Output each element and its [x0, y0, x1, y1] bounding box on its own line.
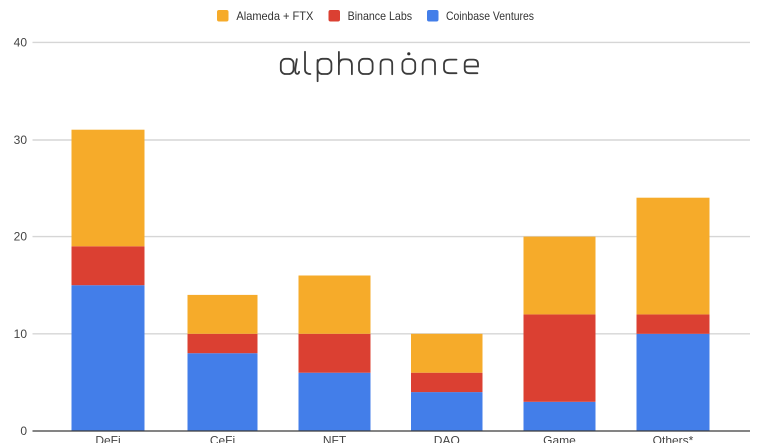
svg-text:NFT: NFT: [323, 433, 347, 443]
svg-text:Binance Labs: Binance Labs: [348, 9, 413, 23]
svg-text:Alameda + FTX: Alameda + FTX: [236, 9, 313, 23]
svg-text:DAO: DAO: [434, 433, 460, 443]
svg-text:0: 0: [20, 424, 27, 438]
svg-text:10: 10: [14, 327, 28, 341]
svg-text:20: 20: [14, 230, 28, 244]
svg-text:40: 40: [14, 36, 28, 50]
svg-text:30: 30: [14, 133, 28, 147]
svg-text:Game: Game: [543, 433, 576, 443]
svg-text:Coinbase Ventures: Coinbase Ventures: [446, 9, 534, 23]
svg-text:CeFi: CeFi: [210, 433, 235, 443]
svg-text:Others*: Others*: [653, 433, 694, 443]
svg-text:DeFi: DeFi: [95, 433, 120, 443]
